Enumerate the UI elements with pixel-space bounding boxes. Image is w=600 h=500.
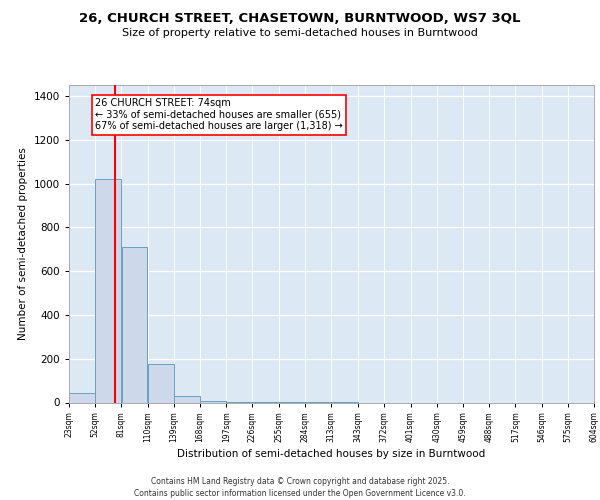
Bar xyxy=(148,364,173,403)
Text: 26 CHURCH STREET: 74sqm
← 33% of semi-detached houses are smaller (655)
67% of s: 26 CHURCH STREET: 74sqm ← 33% of semi-de… xyxy=(95,98,343,132)
Y-axis label: Number of semi-detached properties: Number of semi-detached properties xyxy=(18,148,28,340)
Bar xyxy=(122,247,148,402)
Bar xyxy=(95,179,121,402)
Text: Size of property relative to semi-detached houses in Burntwood: Size of property relative to semi-detach… xyxy=(122,28,478,38)
X-axis label: Distribution of semi-detached houses by size in Burntwood: Distribution of semi-detached houses by … xyxy=(178,450,485,460)
Text: Contains HM Land Registry data © Crown copyright and database right 2025.
Contai: Contains HM Land Registry data © Crown c… xyxy=(134,476,466,498)
Text: 26, CHURCH STREET, CHASETOWN, BURNTWOOD, WS7 3QL: 26, CHURCH STREET, CHASETOWN, BURNTWOOD,… xyxy=(79,12,521,26)
Bar xyxy=(174,396,200,402)
Bar xyxy=(69,392,95,402)
